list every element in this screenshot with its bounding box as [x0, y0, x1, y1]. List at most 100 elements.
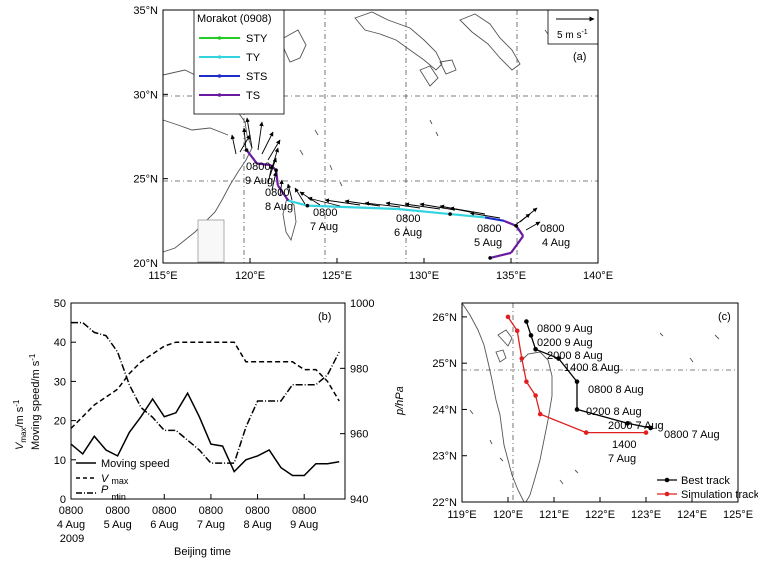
label-c-9: 7 Aug	[608, 453, 636, 465]
vector	[469, 211, 501, 219]
label-a-6aug-time: 0800	[396, 213, 420, 225]
simulation-track-point	[524, 379, 529, 384]
vector	[299, 191, 321, 206]
track-segment	[489, 251, 512, 260]
track-segment	[510, 235, 525, 254]
label-a-7aug-time: 0800	[313, 207, 337, 219]
best-track-point	[556, 356, 561, 361]
panel-b-ylabel-left-1: Vmax/m s-1	[12, 399, 28, 450]
y-tick-label: 25°N	[432, 358, 457, 370]
y-tick-left: 10	[54, 455, 66, 467]
x-tick-year: 2009	[60, 533, 84, 545]
best-track-point	[648, 425, 653, 431]
simulation-track-point	[643, 430, 649, 435]
panel-a-scale: 5 m s-1	[547, 9, 599, 45]
label-a-6aug-date: 6 Aug	[394, 227, 422, 239]
track-point	[305, 203, 310, 208]
vector	[513, 213, 531, 227]
legend-marker-ty	[217, 55, 222, 59]
vector	[230, 134, 237, 155]
legend-label-ty: TY	[246, 52, 261, 64]
vector	[245, 117, 253, 149]
vector	[404, 202, 441, 210]
vector	[364, 201, 401, 208]
simulation-track-point	[514, 328, 520, 334]
track-segment	[515, 225, 525, 237]
legend-box	[193, 9, 285, 115]
panel-a-label: (a)	[573, 51, 586, 63]
vector	[257, 121, 264, 151]
panel-b-label: (b)	[318, 311, 331, 323]
label-c-3: 1400 8 Aug	[564, 362, 620, 374]
series-best-track	[525, 321, 651, 429]
label-c-2: 2000 8 Aug	[547, 350, 603, 362]
x-tick-time: 0800	[59, 505, 83, 517]
panel-c-time-labels: 0800 9 Aug 0200 9 Aug 2000 8 Aug 1400 8 …	[537, 323, 720, 465]
label-a-4aug-time: 0800	[540, 223, 564, 235]
y-tick-left: 50	[54, 298, 66, 310]
panel-c-frame	[461, 302, 739, 503]
y-tick-left: 30	[54, 376, 66, 388]
series-simulation-track	[507, 316, 646, 434]
y-tick-right: 940	[350, 494, 368, 506]
y-tick-label: 20°N	[133, 258, 158, 270]
y-tick-left: 20	[54, 416, 66, 428]
panel-a-frame	[162, 9, 599, 264]
legend-title: Morakot (0908)	[197, 13, 272, 25]
simulation-track-point	[583, 430, 589, 435]
panel-b-ylabel-right: p/hPa	[394, 386, 406, 416]
simulation-track-point	[505, 314, 511, 320]
vector	[242, 127, 247, 151]
track-segment	[449, 212, 486, 219]
series-vmax	[70, 341, 340, 429]
legend-marker-sty	[217, 36, 222, 40]
legend-moving-label: Moving speed	[101, 458, 170, 470]
x-tick-label: 125°E	[322, 270, 352, 282]
label-a-9aug-time: 0800	[246, 161, 270, 173]
x-tick-label: 120°E	[235, 270, 265, 282]
vector	[271, 147, 279, 169]
series-moving-speed	[70, 391, 340, 477]
y-tick-label: 23°N	[432, 451, 457, 463]
label-a-5aug-date: 5 Aug	[474, 237, 502, 249]
vector	[385, 201, 421, 209]
best-track-point	[574, 379, 580, 384]
y-tick-left: 0	[60, 494, 66, 506]
x-tick-label: 122°E	[585, 509, 615, 521]
vector	[271, 171, 278, 191]
simulation-track-point	[537, 411, 543, 417]
vector	[525, 221, 541, 231]
legend-label-sty: STY	[246, 33, 268, 45]
track-segment	[276, 184, 290, 202]
best-track-point	[528, 333, 534, 338]
panel-a-track	[244, 148, 525, 260]
label-a-8aug-time: 0800	[265, 187, 289, 199]
panel-a-legend: Morakot (0908) STY TY STS TS	[193, 9, 285, 115]
x-tick-label: 119°E	[447, 509, 476, 521]
x-tick-label: 115°E	[148, 270, 177, 282]
vector	[286, 183, 293, 201]
vector	[307, 196, 341, 207]
legend-marker-sts	[217, 74, 222, 78]
best-track-point	[625, 421, 630, 426]
panel-a-track-map: 0800 4 Aug 0800 5 Aug 0800 6 Aug 0800 7 …	[133, 5, 613, 282]
vector	[344, 199, 381, 207]
track-segment	[397, 207, 451, 216]
panel-a-inset	[197, 219, 225, 263]
y-tick-right: 960	[350, 429, 368, 441]
x-tick-label: 120°E	[493, 509, 523, 521]
label-a-8aug-date: 8 Aug	[265, 201, 293, 213]
x-tick-date: 9 Aug	[290, 519, 318, 531]
legend-label-ts: TS	[246, 90, 260, 102]
x-tick-label: 125°E	[723, 509, 753, 521]
track-segment	[307, 204, 355, 209]
track-segment	[503, 219, 517, 227]
y-tick-label: 35°N	[133, 5, 158, 17]
label-c-8: 1400	[612, 439, 636, 451]
vector	[294, 187, 306, 205]
simulation-track-point	[533, 393, 538, 398]
x-tick-date: 6 Aug	[150, 519, 178, 531]
track-segment	[354, 206, 398, 211]
track-segment	[484, 216, 505, 222]
